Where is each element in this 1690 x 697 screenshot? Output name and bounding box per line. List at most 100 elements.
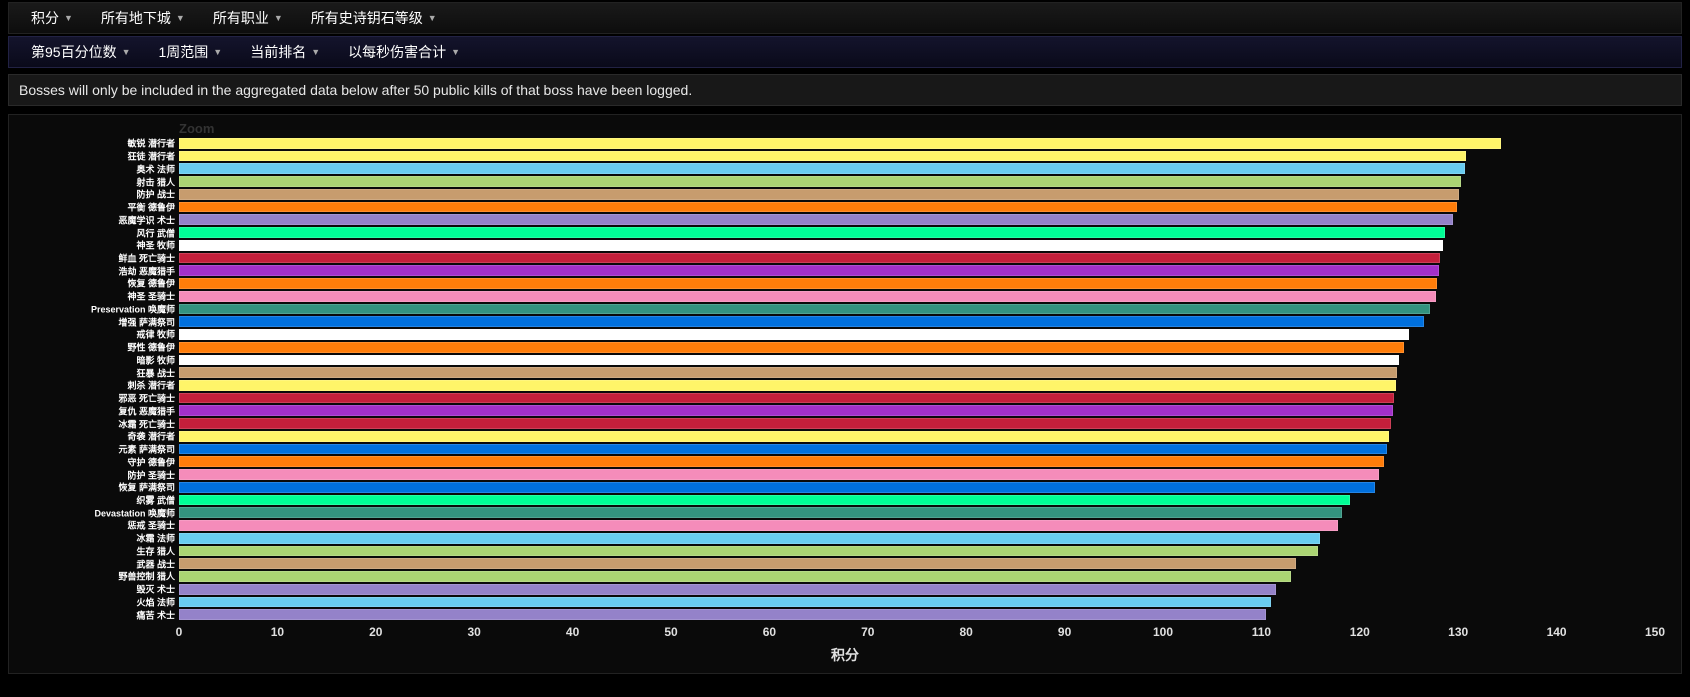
bar-fill[interactable] xyxy=(179,418,1391,429)
bar-fill[interactable] xyxy=(179,291,1436,302)
x-tick: 60 xyxy=(763,625,776,639)
bar-fill[interactable] xyxy=(179,546,1318,557)
x-tick: 50 xyxy=(664,625,677,639)
bar-fill[interactable] xyxy=(179,495,1350,506)
filter-label: 所有职业 xyxy=(213,8,269,28)
bar-label: 防护 圣骑士 xyxy=(127,468,175,481)
bar-fill[interactable] xyxy=(179,176,1461,187)
zoom-label: Zoom xyxy=(179,121,214,136)
bar-label: 守护 德鲁伊 xyxy=(127,455,175,468)
bar-row: 鲜血 死亡骑士 xyxy=(179,252,1655,265)
bar-row: 恢复 萨满祭司 xyxy=(179,481,1655,494)
bar-fill[interactable] xyxy=(179,431,1389,442)
bar-row: 风行 武僧 xyxy=(179,226,1655,239)
bar-fill[interactable] xyxy=(179,214,1453,225)
bar-label: 痛苦 术士 xyxy=(136,608,175,621)
bar-fill[interactable] xyxy=(179,456,1384,467)
bar-row: 元素 萨满祭司 xyxy=(179,443,1655,456)
bar-fill[interactable] xyxy=(179,507,1342,518)
bar-label: 惩戒 圣骑士 xyxy=(127,519,175,532)
info-note: Bosses will only be included in the aggr… xyxy=(8,74,1682,106)
bar-row: 奥术 法师 xyxy=(179,162,1655,175)
chart-area: Zoom 敏锐 潜行者狂徒 潜行者奥术 法师射击 猎人防护 战士平衡 德鲁伊恶魔… xyxy=(8,114,1682,674)
bar-row: 平衡 德鲁伊 xyxy=(179,201,1655,214)
filter-label: 积分 xyxy=(31,8,59,28)
bar-fill[interactable] xyxy=(179,202,1457,213)
bar-fill[interactable] xyxy=(179,240,1443,251)
bar-label: 戒律 牧师 xyxy=(136,328,175,341)
filter1-item-2[interactable]: 所有职业▼ xyxy=(199,3,297,33)
bar-fill[interactable] xyxy=(179,138,1501,149)
chevron-down-icon: ▼ xyxy=(428,13,437,23)
filter1-item-1[interactable]: 所有地下城▼ xyxy=(87,3,199,33)
bar-row: 武器 战士 xyxy=(179,557,1655,570)
bar-row: 射击 猎人 xyxy=(179,175,1655,188)
bar-label: 织雾 武僧 xyxy=(136,493,175,506)
bar-fill[interactable] xyxy=(179,265,1439,276)
bar-fill[interactable] xyxy=(179,558,1296,569)
filter2-item-2[interactable]: 当前排名▼ xyxy=(236,37,334,67)
x-tick: 120 xyxy=(1350,625,1370,639)
bar-fill[interactable] xyxy=(179,329,1409,340)
bar-label: 冰霜 死亡骑士 xyxy=(118,417,175,430)
bar-label: 火焰 法师 xyxy=(136,595,175,608)
bar-label: 平衡 德鲁伊 xyxy=(127,201,175,214)
bar-fill[interactable] xyxy=(179,189,1459,200)
filter2-item-3[interactable]: 以每秒伤害合计▼ xyxy=(334,37,474,67)
bar-label: 毁灭 术士 xyxy=(136,583,175,596)
bar-row: 冰霜 死亡骑士 xyxy=(179,417,1655,430)
bar-fill[interactable] xyxy=(179,393,1394,404)
bar-label: 奇袭 潜行者 xyxy=(127,430,175,443)
bar-label: 神圣 圣骑士 xyxy=(127,290,175,303)
bar-label: 鲜血 死亡骑士 xyxy=(118,251,175,264)
bar-fill[interactable] xyxy=(179,584,1276,595)
x-tick: 70 xyxy=(861,625,874,639)
bar-fill[interactable] xyxy=(179,482,1375,493)
bar-label: 恶魔学识 术士 xyxy=(118,213,175,226)
x-tick: 100 xyxy=(1153,625,1173,639)
filter2-item-1[interactable]: 1周范围▼ xyxy=(145,37,237,67)
bar-fill[interactable] xyxy=(179,342,1404,353)
plot-area: 敏锐 潜行者狂徒 潜行者奥术 法师射击 猎人防护 战士平衡 德鲁伊恶魔学识 术士… xyxy=(179,137,1655,621)
bar-fill[interactable] xyxy=(179,151,1466,162)
bar-row: 毁灭 术士 xyxy=(179,583,1655,596)
bar-fill[interactable] xyxy=(179,444,1387,455)
filter1-item-0[interactable]: 积分▼ xyxy=(17,3,87,33)
bars-layer: 敏锐 潜行者狂徒 潜行者奥术 法师射击 猎人防护 战士平衡 德鲁伊恶魔学识 术士… xyxy=(179,137,1655,621)
bar-label: 防护 战士 xyxy=(136,188,175,201)
filter-label: 当前排名 xyxy=(250,42,306,62)
chevron-down-icon: ▼ xyxy=(176,13,185,23)
bar-fill[interactable] xyxy=(179,609,1266,620)
bar-label: 生存 猎人 xyxy=(136,544,175,557)
bar-fill[interactable] xyxy=(179,355,1399,366)
bar-fill[interactable] xyxy=(179,367,1397,378)
bar-row: 生存 猎人 xyxy=(179,545,1655,558)
x-tick: 150 xyxy=(1645,625,1665,639)
bar-row: 野兽控制 猎人 xyxy=(179,570,1655,583)
filter2-item-0[interactable]: 第95百分位数▼ xyxy=(17,37,145,67)
bar-fill[interactable] xyxy=(179,571,1291,582)
bar-fill[interactable] xyxy=(179,253,1440,264)
filter-bar-1: 积分▼所有地下城▼所有职业▼所有史诗钥石等级▼ xyxy=(8,2,1682,34)
bar-fill[interactable] xyxy=(179,304,1430,315)
bar-row: 守护 德鲁伊 xyxy=(179,455,1655,468)
bar-label: Preservation 唤魔师 xyxy=(91,302,175,315)
bar-row: 敏锐 潜行者 xyxy=(179,137,1655,150)
bar-fill[interactable] xyxy=(179,227,1445,238)
bar-row: 奇袭 潜行者 xyxy=(179,430,1655,443)
bar-label: 冰霜 法师 xyxy=(136,532,175,545)
info-note-text: Bosses will only be included in the aggr… xyxy=(19,82,692,98)
bar-fill[interactable] xyxy=(179,380,1396,391)
bar-label: 野性 德鲁伊 xyxy=(127,341,175,354)
bar-fill[interactable] xyxy=(179,163,1465,174)
bar-fill[interactable] xyxy=(179,533,1320,544)
bar-fill[interactable] xyxy=(179,316,1424,327)
bar-fill[interactable] xyxy=(179,520,1338,531)
bar-fill[interactable] xyxy=(179,597,1271,608)
bar-fill[interactable] xyxy=(179,278,1437,289)
bar-row: 防护 圣骑士 xyxy=(179,468,1655,481)
bar-fill[interactable] xyxy=(179,469,1379,480)
bar-fill[interactable] xyxy=(179,405,1393,416)
bar-row: 恢复 德鲁伊 xyxy=(179,277,1655,290)
filter1-item-3[interactable]: 所有史诗钥石等级▼ xyxy=(297,3,451,33)
